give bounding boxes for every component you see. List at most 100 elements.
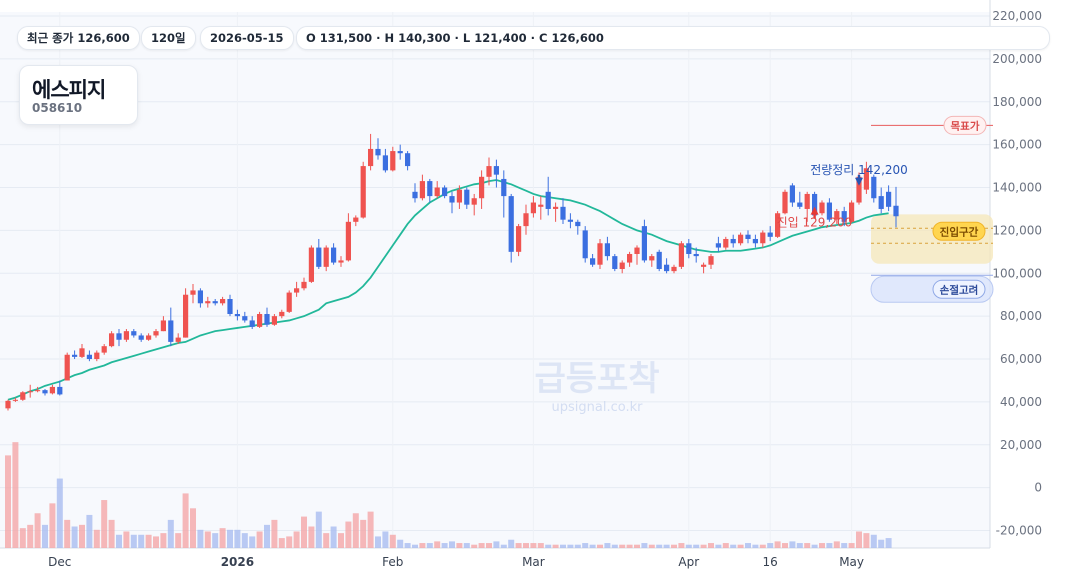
volume-bar bbox=[500, 544, 507, 548]
candle-body bbox=[368, 148, 374, 167]
candle-body bbox=[12, 399, 18, 401]
volume-bar bbox=[715, 544, 722, 548]
candle-body bbox=[486, 166, 492, 177]
candle-body bbox=[878, 196, 884, 209]
candle-body bbox=[819, 202, 825, 214]
candle-body bbox=[516, 226, 522, 252]
candle-body bbox=[523, 213, 529, 227]
candle-body bbox=[804, 193, 810, 209]
down-arrow-icon bbox=[855, 177, 863, 186]
candle-body bbox=[94, 352, 100, 360]
forecast-label: 전량정리 142,200 bbox=[810, 163, 908, 177]
candle-body bbox=[138, 335, 144, 340]
candle-body bbox=[826, 202, 832, 220]
candle-body bbox=[686, 243, 692, 254]
candle-body bbox=[641, 226, 647, 261]
volume-bar bbox=[153, 536, 159, 548]
candle-body bbox=[427, 181, 433, 197]
candle-body bbox=[863, 168, 869, 190]
candle-body bbox=[501, 178, 507, 197]
volume-bar bbox=[360, 519, 367, 548]
x-tick-label: 16 bbox=[763, 555, 778, 569]
candle-body bbox=[767, 232, 773, 237]
volume-bar bbox=[278, 538, 285, 548]
candle-body bbox=[234, 314, 240, 317]
candle-body bbox=[730, 238, 736, 244]
candle-body bbox=[175, 337, 181, 342]
y-tick-label: 200,000 bbox=[992, 52, 1042, 66]
candle-body bbox=[123, 331, 129, 340]
volume-bar bbox=[737, 544, 744, 548]
candle-body bbox=[493, 166, 499, 175]
volume-bar bbox=[434, 541, 441, 548]
y-tick-label: 40,000 bbox=[1000, 395, 1042, 409]
latest-close-badge: 최근 종가 126,600 bbox=[17, 26, 140, 50]
volume-bar bbox=[789, 541, 796, 548]
down-arrow-icon-stem bbox=[857, 174, 861, 180]
volume-bar bbox=[552, 544, 559, 548]
candle-body bbox=[64, 354, 70, 381]
stock-code: 058610 bbox=[32, 101, 83, 115]
candle-body bbox=[205, 301, 211, 304]
volume-bar bbox=[175, 533, 182, 548]
volume-bar bbox=[693, 544, 700, 548]
candle-body bbox=[190, 290, 196, 295]
volume-bar bbox=[486, 543, 492, 548]
volume-bar bbox=[19, 528, 26, 548]
candle-body bbox=[567, 219, 573, 222]
period-badge[interactable]: 120일 bbox=[141, 26, 196, 50]
volume-bar bbox=[130, 534, 137, 548]
candle-body bbox=[316, 247, 322, 267]
volume-bar bbox=[42, 524, 48, 548]
candle-body bbox=[5, 400, 11, 409]
volume-bar bbox=[441, 543, 448, 548]
candle-body bbox=[42, 390, 48, 394]
volume-bar bbox=[167, 519, 174, 548]
volume-bar bbox=[574, 544, 581, 548]
candle-body bbox=[545, 191, 551, 209]
candle-body bbox=[849, 202, 855, 222]
candle-body bbox=[760, 232, 766, 244]
volume-bar bbox=[508, 539, 515, 548]
volume-bar bbox=[685, 544, 692, 548]
stop-zone-label-bg bbox=[932, 279, 986, 299]
candle-body bbox=[286, 292, 292, 312]
candle-body bbox=[449, 196, 455, 203]
volume-bar bbox=[870, 534, 877, 548]
stop-zone-label: 손절고려 bbox=[940, 283, 979, 296]
candle-body bbox=[279, 311, 285, 317]
volume-bar bbox=[752, 544, 759, 548]
candle-body bbox=[678, 243, 684, 267]
volume-bar bbox=[338, 533, 344, 548]
stock-card: 에스피지 058610 bbox=[19, 65, 138, 125]
volume-bar bbox=[12, 442, 19, 548]
candle-body bbox=[146, 335, 152, 340]
volume-bar bbox=[782, 543, 788, 548]
candle-body bbox=[693, 253, 699, 257]
candle-body bbox=[886, 191, 892, 207]
candle-body bbox=[35, 390, 41, 392]
volume-bar bbox=[626, 544, 633, 548]
volume-bar bbox=[412, 544, 418, 548]
volume-bar bbox=[767, 543, 774, 548]
volume-bar bbox=[197, 529, 204, 548]
x-tick-label: Apr bbox=[678, 555, 699, 569]
volume-bar bbox=[308, 526, 315, 548]
candle-body bbox=[789, 185, 795, 203]
ohlc-badge: O 131,500 · H 140,300 · L 121,400 · C 12… bbox=[296, 26, 1050, 50]
volume-bar bbox=[656, 544, 663, 548]
volume-bar bbox=[315, 511, 322, 548]
candle-body bbox=[471, 198, 477, 205]
y-tick-label: 60,000 bbox=[1000, 352, 1042, 366]
volume-bar bbox=[101, 500, 108, 548]
up-arrow-icon-stem bbox=[813, 213, 816, 219]
candle-body bbox=[582, 230, 588, 259]
volume-bar bbox=[249, 536, 256, 548]
volume-bar bbox=[619, 544, 626, 548]
candle-body bbox=[612, 256, 618, 269]
candle-body bbox=[627, 253, 633, 263]
volume-bar bbox=[49, 503, 56, 548]
volume-bar bbox=[256, 531, 263, 548]
candle-body bbox=[419, 181, 425, 199]
